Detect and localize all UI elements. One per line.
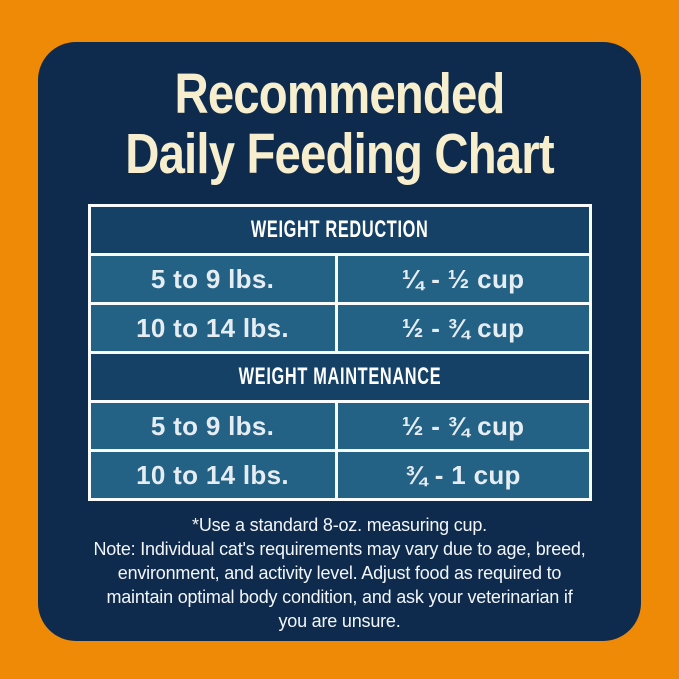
footnote: *Use a standard 8-oz. measuring cup. Not… <box>93 515 586 631</box>
table-row: 10 to 14 lbs. ½ - ¾ cup <box>90 305 589 351</box>
table-row: 5 to 9 lbs. ½ - ¾ cup <box>90 403 589 449</box>
feeding-table: WEIGHT REDUCTION 5 to 9 lbs. ¼ - ½ cup 1… <box>87 204 592 501</box>
page-title: Recommended Daily Feeding Chart <box>38 64 641 184</box>
weight-cell: 10 to 14 lbs. <box>90 452 335 498</box>
section-header-label: WEIGHT REDUCTION <box>250 216 429 243</box>
amount-cell: ¾ - 1 cup <box>337 452 589 498</box>
feeding-chart-panel: Recommended Daily Feeding Chart WEIGHT R… <box>38 42 641 641</box>
weight-cell: 5 to 9 lbs. <box>90 403 335 449</box>
table-row: 5 to 9 lbs. ¼ - ½ cup <box>90 256 589 302</box>
amount-cell: ¼ - ½ cup <box>337 256 589 302</box>
amount-cell: ½ - ¾ cup <box>337 305 589 351</box>
amount-cell: ½ - ¾ cup <box>337 403 589 449</box>
table-row: 10 to 14 lbs. ¾ - 1 cup <box>90 452 589 498</box>
section-header-weight-reduction: WEIGHT REDUCTION <box>90 207 589 253</box>
title-line-1: Recommended <box>174 62 505 126</box>
weight-cell: 10 to 14 lbs. <box>90 305 335 351</box>
section-header-weight-maintenance: WEIGHT MAINTENANCE <box>90 354 589 400</box>
title-line-2: Daily Feeding Chart <box>125 122 554 186</box>
section-header-label: WEIGHT MAINTENANCE <box>238 363 441 390</box>
weight-cell: 5 to 9 lbs. <box>90 256 335 302</box>
